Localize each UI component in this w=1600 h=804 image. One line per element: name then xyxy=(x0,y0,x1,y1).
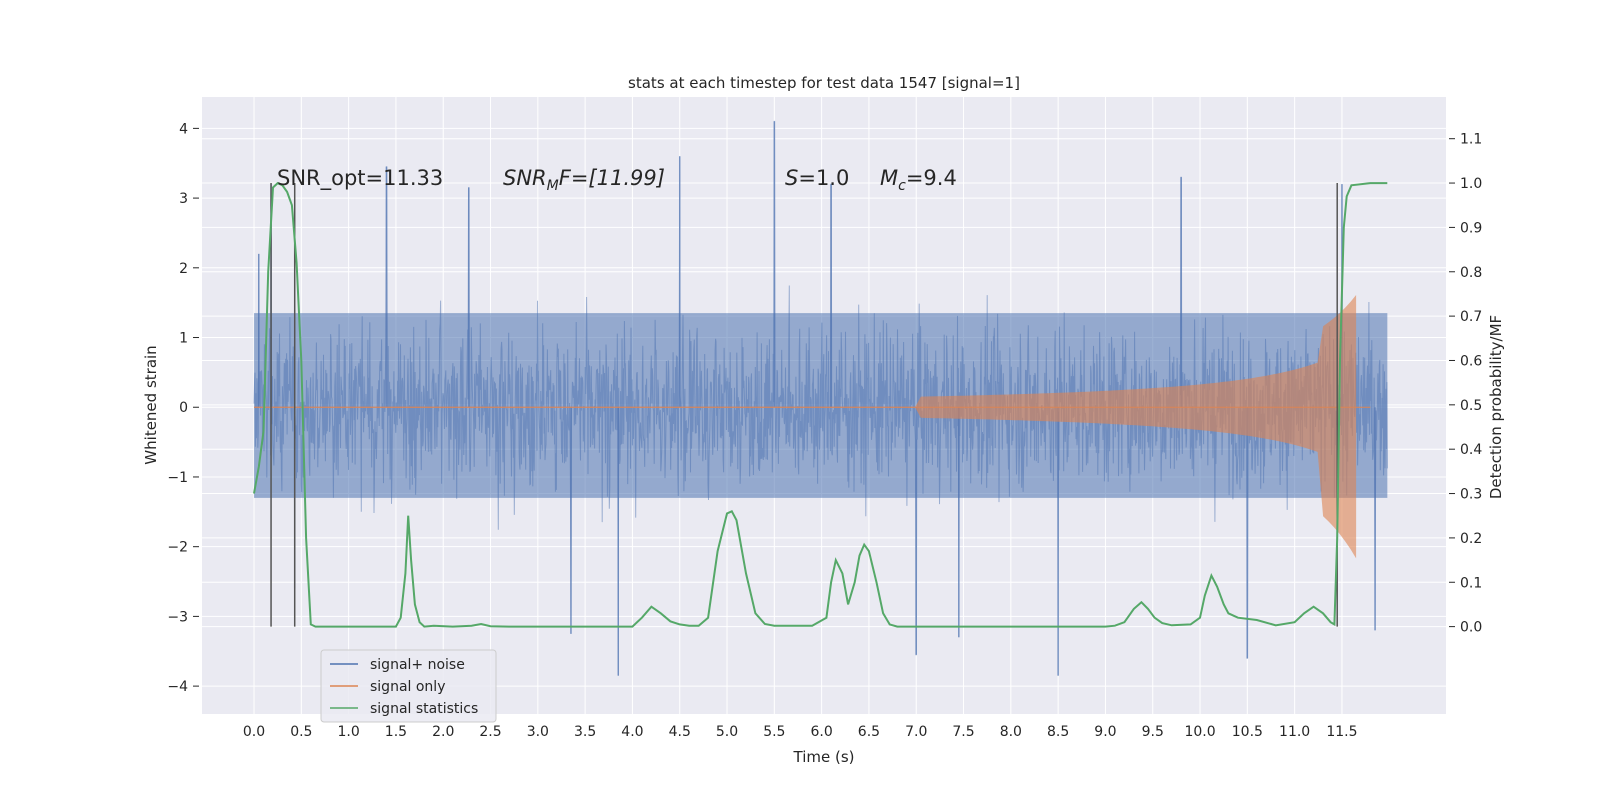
y-right-tick-label: 0.6 xyxy=(1460,353,1482,369)
y-right-tick-label: 0.3 xyxy=(1460,487,1482,503)
signal-only-series xyxy=(254,295,1371,559)
x-tick-label: 10.0 xyxy=(1184,724,1215,740)
y-right-tick-label: 0.5 xyxy=(1460,398,1482,414)
annotation-mc: Mc=9.4 xyxy=(880,166,957,194)
x-tick-label: 2.0 xyxy=(432,724,454,740)
y-right-tick-label: 0.8 xyxy=(1460,265,1482,281)
legend-label-signal-statistics: signal statistics xyxy=(370,701,478,717)
x-tick-label: 5.5 xyxy=(763,724,785,740)
x-tick-label: 8.5 xyxy=(1047,724,1069,740)
annotation-s: S=1.0 xyxy=(785,166,849,190)
x-tick-label: 8.0 xyxy=(1000,724,1022,740)
y-right-tick-label: 1.1 xyxy=(1460,132,1482,148)
y-right-tick-label: 0.4 xyxy=(1460,442,1482,458)
y-right-tick-label: 0.2 xyxy=(1460,531,1482,547)
x-tick-label: 4.0 xyxy=(621,724,643,740)
x-tick-layer: 0.0 0.5 1.0 1.5 2.0 2.5 3.0 3.5 4.0 4.5 5.0 5.5 6.0 6… xyxy=(243,724,1358,740)
x-tick-label: 9.5 xyxy=(1142,724,1164,740)
legend-label-signal-only: signal only xyxy=(370,679,445,695)
x-tick-label: 9.0 xyxy=(1094,724,1116,740)
signal-noise-line xyxy=(253,120,1388,676)
x-tick-label: 1.0 xyxy=(337,724,359,740)
y-right-tick-label: 0.7 xyxy=(1460,309,1482,325)
legend-box xyxy=(320,649,497,723)
x-tick-label: 0.5 xyxy=(290,724,312,740)
x-tick-label: 3.0 xyxy=(527,724,549,740)
x-tick-label: 1.5 xyxy=(385,724,407,740)
y-right-tick-layer: 1.1 1.0 0.9 0.8 0.7 0.6 0.5 0.4 0.3 0.2 0.1 0.0 xyxy=(1449,132,1482,636)
y-left-tick-label: −3 xyxy=(167,609,188,625)
y-right-axis-label: Detection probability/MF xyxy=(1487,315,1505,499)
x-tick-label: 0.0 xyxy=(243,724,265,740)
chart-title: stats at each timestep for test data 154… xyxy=(628,74,1020,92)
signal-statistics-series xyxy=(253,181,1388,628)
y-right-tick-label: 0.1 xyxy=(1460,575,1482,591)
x-axis-label: Time (s) xyxy=(793,748,855,766)
y-left-tick-label: −1 xyxy=(167,470,188,486)
legend-label-signal-noise: signal+ noise xyxy=(370,657,465,673)
y-right-tick-label: 0.0 xyxy=(1460,620,1482,636)
y-left-tick-layer: 4 3 2 1 0 −1 −2 −3 −4 xyxy=(167,121,199,695)
signal-statistics-line xyxy=(253,181,1388,628)
x-tick-label: 2.5 xyxy=(479,724,501,740)
x-tick-label: 7.5 xyxy=(952,724,974,740)
y-left-tick-label: 3 xyxy=(179,191,188,207)
y-left-tick-label: 4 xyxy=(179,121,188,137)
y-left-axis-label: Whitened strain xyxy=(142,345,160,464)
y-right-tick-label: 0.9 xyxy=(1460,220,1482,236)
x-tick-label: 5.0 xyxy=(716,724,738,740)
x-tick-label: 4.5 xyxy=(669,724,691,740)
x-tick-label: 11.5 xyxy=(1326,724,1357,740)
legend: signal+ noise signal only signal statist… xyxy=(320,649,497,723)
x-tick-label: 6.0 xyxy=(811,724,833,740)
annotation-snr-opt: SNR_opt=11.33 xyxy=(277,166,443,191)
annotation-snr-mf: SNRMF=[11.99] xyxy=(503,166,665,194)
x-tick-label: 11.0 xyxy=(1279,724,1310,740)
y-left-tick-label: 2 xyxy=(179,261,188,277)
x-tick-label: 3.5 xyxy=(574,724,596,740)
x-tick-label: 6.5 xyxy=(858,724,880,740)
x-tick-label: 10.5 xyxy=(1232,724,1263,740)
y-right-tick-label: 1.0 xyxy=(1460,176,1482,192)
y-left-tick-label: 1 xyxy=(179,331,188,347)
y-left-tick-label: −2 xyxy=(167,540,188,556)
y-left-tick-label: 0 xyxy=(179,400,188,416)
y-left-tick-label: −4 xyxy=(167,679,188,695)
x-tick-label: 7.0 xyxy=(905,724,927,740)
